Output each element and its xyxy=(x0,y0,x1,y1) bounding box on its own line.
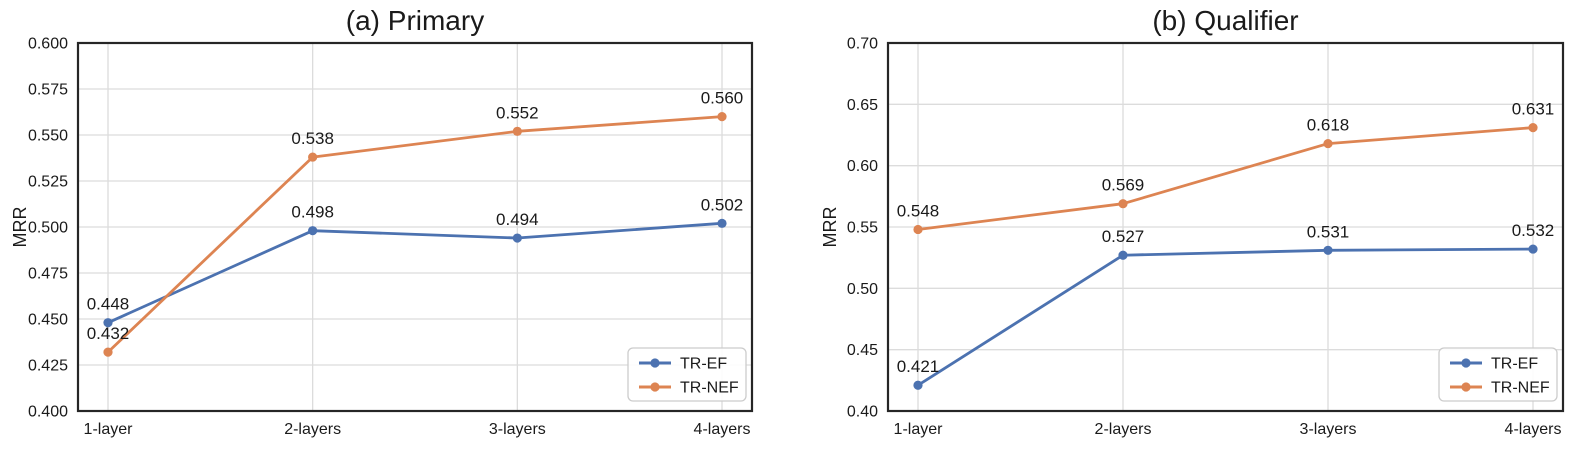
x-tick-label: 3-layers xyxy=(1300,421,1357,438)
data-point-label: 0.531 xyxy=(1307,222,1350,241)
y-tick-label: 0.475 xyxy=(28,266,68,283)
y-tick-label: 0.425 xyxy=(28,358,68,375)
legend-marker-sample xyxy=(1461,382,1471,392)
data-point-marker xyxy=(103,318,113,328)
y-tick-label: 0.45 xyxy=(847,342,878,359)
data-point-marker xyxy=(308,226,318,236)
legend-label: TR-EF xyxy=(1491,356,1538,373)
series-TR-EF: 0.448 0.498 0.494 0.502 xyxy=(87,195,744,328)
y-tick-label: 0.450 xyxy=(28,312,68,329)
x-tick-label: 2-layers xyxy=(1095,421,1152,438)
subplot-qualifier: 0.421 0.527 0.531 0.532 0.548 0.569 0.618 0.631… xyxy=(820,5,1565,438)
data-point-marker xyxy=(1323,245,1333,255)
data-point-label: 0.494 xyxy=(496,210,539,229)
y-axis-label: MRR xyxy=(10,207,30,248)
x-tick-label: 3-layers xyxy=(489,421,546,438)
legend-marker-sample xyxy=(650,358,660,368)
data-point-label: 0.527 xyxy=(1102,227,1145,246)
data-point-label: 0.532 xyxy=(1512,221,1555,240)
y-tick-label: 0.500 xyxy=(28,220,68,237)
legend-label: TR-NEF xyxy=(1491,380,1550,397)
data-point-marker xyxy=(1118,199,1128,209)
chart-title: (a) Primary xyxy=(346,5,484,36)
data-point-marker xyxy=(717,112,727,122)
legend: TR-EF TR-NEF xyxy=(627,347,747,402)
x-tick-label: 4-layers xyxy=(694,421,751,438)
data-point-marker xyxy=(512,126,522,136)
data-point-marker xyxy=(1528,123,1538,133)
data-point-label: 0.421 xyxy=(897,357,940,376)
x-tick-label: 4-layers xyxy=(1505,421,1562,438)
data-point-label: 0.560 xyxy=(701,89,744,108)
y-tick-label: 0.55 xyxy=(847,220,878,237)
data-point-label: 0.502 xyxy=(701,195,744,214)
data-point-marker xyxy=(1323,138,1333,149)
data-point-label: 0.569 xyxy=(1102,176,1145,195)
y-tick-label: 0.65 xyxy=(847,97,878,114)
plot-border xyxy=(76,41,754,413)
x-tick-label: 1-layer xyxy=(84,421,134,438)
subplot-primary: 0.448 0.498 0.494 0.502 0.432 0.538 0.552 0.560… xyxy=(10,5,754,438)
series-TR-NEF: 0.548 0.569 0.618 0.631 xyxy=(897,100,1555,235)
y-tick-label: 0.600 xyxy=(28,36,68,53)
data-point-label: 0.548 xyxy=(897,201,940,220)
y-tick-label: 0.40 xyxy=(847,404,878,421)
x-tick-label: 1-layer xyxy=(894,421,944,438)
legend: TR-EF TR-NEF xyxy=(1438,347,1558,402)
series-line xyxy=(917,247,1534,387)
series-TR-NEF: 0.432 0.538 0.552 0.560 xyxy=(87,89,744,357)
data-point-marker xyxy=(913,224,923,235)
y-tick-label: 0.550 xyxy=(28,128,68,145)
data-point-marker xyxy=(717,218,727,228)
y-tick-label: 0.70 xyxy=(847,36,878,53)
data-point-label: 0.432 xyxy=(87,324,130,343)
data-point-marker xyxy=(913,380,923,390)
series-line xyxy=(917,126,1534,231)
series-TR-EF: 0.421 0.527 0.531 0.532 xyxy=(897,221,1555,390)
chart-title: (b) Qualifier xyxy=(1152,5,1298,36)
y-tick-label: 0.60 xyxy=(847,158,878,175)
legend-marker-sample xyxy=(650,382,660,392)
data-point-marker xyxy=(103,347,113,357)
data-point-label: 0.498 xyxy=(291,203,334,222)
legend-label: TR-EF xyxy=(680,356,727,373)
data-point-marker xyxy=(512,233,522,243)
y-axis-label: MRR xyxy=(820,207,840,248)
data-point-marker xyxy=(1118,250,1128,260)
data-point-marker xyxy=(1528,244,1538,254)
y-tick-label: 0.400 xyxy=(28,404,68,421)
legend-label: TR-NEF xyxy=(680,380,739,397)
x-tick-label: 2-layers xyxy=(284,421,341,438)
data-point-marker xyxy=(308,152,318,162)
data-point-label: 0.538 xyxy=(291,129,334,148)
data-point-label: 0.448 xyxy=(87,295,130,314)
y-tick-label: 0.575 xyxy=(28,82,68,99)
data-point-label: 0.618 xyxy=(1307,116,1350,135)
data-point-label: 0.631 xyxy=(1512,100,1555,119)
series-line xyxy=(107,221,723,324)
y-tick-label: 0.525 xyxy=(28,174,68,191)
series-line xyxy=(107,115,723,354)
y-tick-label: 0.50 xyxy=(847,281,878,298)
plot-border xyxy=(886,41,1565,413)
data-point-label: 0.552 xyxy=(496,103,539,122)
legend-marker-sample xyxy=(1461,358,1471,368)
